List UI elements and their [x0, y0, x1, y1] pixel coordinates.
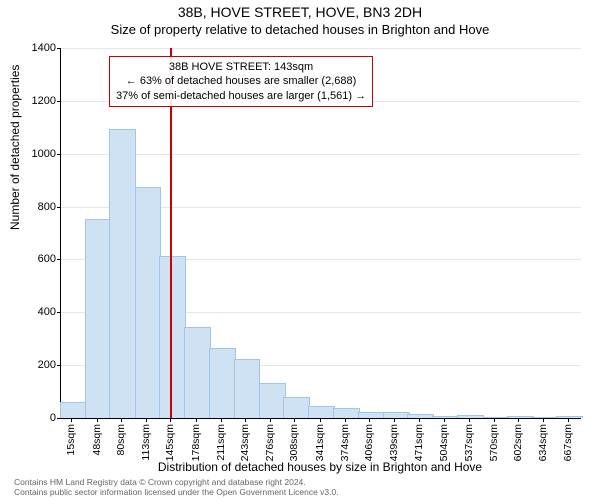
histogram-bar: [333, 408, 360, 418]
ytick-label: 200: [24, 359, 56, 371]
histogram-bar: [383, 412, 410, 418]
plot-area: 38B HOVE STREET: 143sqm← 63% of detached…: [60, 48, 581, 419]
annotation-line: 38B HOVE STREET: 143sqm: [116, 60, 366, 74]
ytick-label: 600: [24, 253, 56, 265]
annotation-line: 37% of semi-detached houses are larger (…: [116, 89, 366, 103]
histogram-bar: [184, 327, 211, 418]
xtick-label: 602sqm: [512, 424, 524, 461]
xtick-label: 178sqm: [190, 424, 202, 461]
histogram-bar: [85, 219, 112, 418]
xtick-label: 537sqm: [463, 424, 475, 461]
xtick-mark: [121, 418, 122, 422]
chart-title-sub: Size of property relative to detached ho…: [0, 22, 600, 37]
histogram-bar: [531, 417, 558, 418]
xtick-label: 341sqm: [314, 424, 326, 461]
x-axis-label: Distribution of detached houses by size …: [60, 460, 580, 474]
xtick-mark: [345, 418, 346, 422]
xtick-label: 80sqm: [115, 424, 127, 456]
y-axis-label: Number of detached properties: [8, 65, 22, 230]
histogram-bar: [358, 412, 385, 418]
xtick-label: 570sqm: [488, 424, 500, 461]
xtick-label: 374sqm: [339, 424, 351, 461]
ytick-label: 1000: [24, 148, 56, 160]
xtick-mark: [170, 418, 171, 422]
histogram-bar: [159, 256, 186, 418]
histogram-bar: [432, 416, 459, 418]
histogram-bar: [407, 414, 434, 418]
ytick-mark: [57, 154, 61, 155]
histogram-bar: [507, 416, 534, 418]
histogram-bar: [457, 415, 484, 418]
histogram-bar: [209, 348, 236, 418]
ytick-mark: [57, 101, 61, 102]
xtick-mark: [518, 418, 519, 422]
xtick-mark: [97, 418, 98, 422]
ytick-mark: [57, 365, 61, 366]
xtick-label: 113sqm: [140, 424, 152, 461]
xtick-label: 504sqm: [438, 424, 450, 461]
xtick-label: 439sqm: [388, 424, 400, 461]
xtick-mark: [245, 418, 246, 422]
ytick-mark: [57, 312, 61, 313]
histogram-bar: [135, 187, 162, 418]
xtick-label: 48sqm: [91, 424, 103, 456]
ytick-label: 1400: [24, 42, 56, 54]
footer-line-2: Contains public sector information licen…: [14, 488, 339, 498]
ytick-mark: [57, 48, 61, 49]
histogram-bar: [60, 402, 87, 418]
xtick-label: 211sqm: [215, 424, 227, 461]
xtick-mark: [71, 418, 72, 422]
xtick-mark: [320, 418, 321, 422]
ytick-label: 0: [24, 412, 56, 424]
xtick-mark: [568, 418, 569, 422]
histogram-bar: [259, 383, 286, 418]
xtick-mark: [270, 418, 271, 422]
histogram-bar: [283, 397, 310, 418]
histogram-bar: [483, 417, 510, 418]
histogram-bar: [234, 359, 261, 418]
xtick-mark: [369, 418, 370, 422]
annotation-line: ← 63% of detached houses are smaller (2,…: [116, 74, 366, 88]
gridline: [61, 154, 581, 155]
xtick-label: 667sqm: [562, 424, 574, 461]
histogram-bar: [109, 129, 136, 418]
xtick-mark: [196, 418, 197, 422]
xtick-label: 15sqm: [65, 424, 77, 456]
chart-title-main: 38B, HOVE STREET, HOVE, BN3 2DH: [0, 4, 600, 20]
annotation-box: 38B HOVE STREET: 143sqm← 63% of detached…: [109, 56, 373, 107]
chart-container: 38B, HOVE STREET, HOVE, BN3 2DH Size of …: [0, 0, 600, 500]
xtick-label: 406sqm: [363, 424, 375, 461]
ytick-mark: [57, 207, 61, 208]
xtick-mark: [543, 418, 544, 422]
xtick-mark: [146, 418, 147, 422]
ytick-label: 400: [24, 306, 56, 318]
xtick-mark: [294, 418, 295, 422]
xtick-label: 243sqm: [239, 424, 251, 461]
xtick-mark: [494, 418, 495, 422]
xtick-mark: [419, 418, 420, 422]
xtick-label: 634sqm: [537, 424, 549, 461]
xtick-label: 308sqm: [288, 424, 300, 461]
ytick-mark: [57, 259, 61, 260]
xtick-label: 276sqm: [264, 424, 276, 461]
xtick-mark: [394, 418, 395, 422]
footer-attribution: Contains HM Land Registry data © Crown c…: [14, 478, 339, 498]
histogram-bar: [556, 416, 583, 418]
xtick-mark: [469, 418, 470, 422]
gridline: [61, 48, 581, 49]
histogram-bar: [308, 406, 335, 418]
xtick-label: 145sqm: [164, 424, 176, 461]
xtick-mark: [221, 418, 222, 422]
xtick-mark: [444, 418, 445, 422]
ytick-label: 800: [24, 201, 56, 213]
ytick-mark: [57, 418, 61, 419]
ytick-label: 1200: [24, 95, 56, 107]
xtick-label: 471sqm: [413, 424, 425, 461]
